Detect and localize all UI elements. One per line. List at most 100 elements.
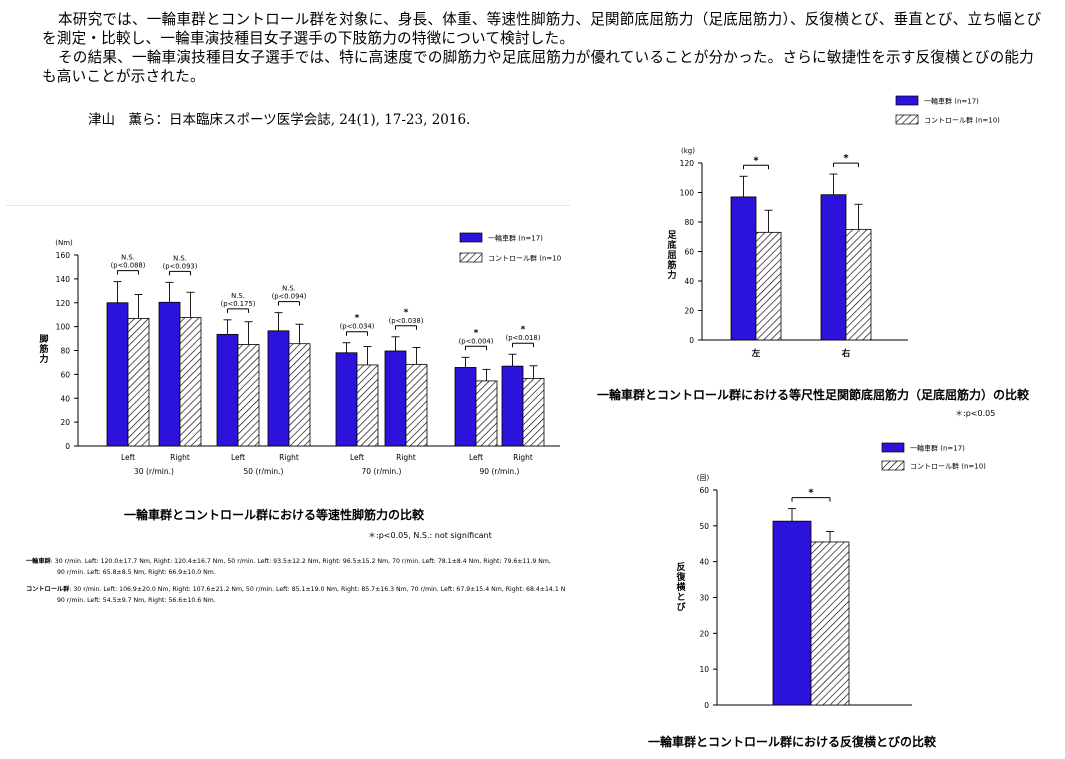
c2-control-bar <box>755 231 782 341</box>
c2-unicycle-bar <box>730 196 757 341</box>
chart2-footnote: ＊:p<0.05 <box>955 409 996 418</box>
c1-x-side-label: Left <box>121 453 135 462</box>
c2-legend-control-label: コントロール群 (n=10) <box>924 116 1000 125</box>
c2-y-label-char: 筋 <box>666 259 676 271</box>
c1-sig-p-label: (p<0.034) <box>340 323 375 331</box>
c1-x-side-label: Left <box>350 453 364 462</box>
c1-legend-control-label: コントロール群 (n=10 <box>488 254 561 263</box>
c1-y-tick-label: 60 <box>60 370 70 379</box>
c3-y-tick-label: 0 <box>704 701 709 710</box>
c3-y-tick-label: 50 <box>699 522 709 531</box>
c1-x-group-label: 70 (r/min.) <box>362 467 402 476</box>
intro-paragraph-1: 本研究では、一輪車群とコントロール群を対象に、身長、体重、等速性脚筋力、足関節底… <box>42 11 1042 47</box>
c3-y-label-char: 反 <box>676 561 685 573</box>
c1-y-tick-label: 20 <box>60 418 70 427</box>
c1-unicycle-bar <box>216 333 239 447</box>
c1-y-tick-label: 140 <box>56 275 71 284</box>
c3-y-tick-label: 60 <box>699 486 709 495</box>
c2-legend-control-swatch <box>895 114 919 125</box>
c1-x-side-label: Right <box>513 453 533 462</box>
chart2-caption: 一輪車群とコントロール群における等尺性足関節底屈筋力（足底屈筋力）の比較 <box>597 388 1030 402</box>
c1-y-tick-label: 0 <box>65 442 70 451</box>
c2-y-tick-label: 60 <box>684 248 694 257</box>
c2-y-tick-label: 120 <box>680 159 695 168</box>
c2-sig-mark: * <box>843 153 849 164</box>
c1-sig-p-label: (p<0.088) <box>111 262 146 270</box>
c3-y-label-char: び <box>676 601 686 613</box>
c1-x-side-label: Right <box>279 453 299 462</box>
c1-control-bar <box>127 317 150 447</box>
c1-y-tick-label: 40 <box>60 394 70 403</box>
c1-sig-mark: N.S. <box>173 254 187 262</box>
c1-sig-mark: * <box>521 325 526 335</box>
chart1-footnote: ＊:p<0.05, N.S.: not significant <box>368 531 492 540</box>
intro-text: 本研究では、一輪車群とコントロール群を対象に、身長、体重、等速性脚筋力、足関節底… <box>42 10 1042 86</box>
c1-x-side-label: Right <box>170 453 190 462</box>
c1-control-bar <box>288 343 311 447</box>
c2-y-label-char: 足 <box>667 230 677 241</box>
c1-control-bar <box>522 378 545 447</box>
control-data-line2: 90 r/min. Left: 54.5±9.7 Nm, Right: 56.6… <box>57 596 216 604</box>
chart1-caption: 一輪車群とコントロール群における等速性脚筋力の比較 <box>124 508 425 522</box>
c1-y-tick-label: 120 <box>56 299 71 308</box>
c1-y-tick-label: 100 <box>56 323 71 332</box>
unicycle-data-line1: : 30 r/min. Left: 120.0±17.7 Nm, Right: … <box>50 558 551 565</box>
c1-x-group-label: 50 (r/min.) <box>244 467 284 476</box>
c1-sig-p-label: (p<0.004) <box>459 337 494 345</box>
c2-y-tick-label: 100 <box>680 189 695 198</box>
c1-control-bar <box>356 364 379 447</box>
c1-sig-mark: N.S. <box>282 285 296 293</box>
c3-control-bar <box>810 541 850 706</box>
c3-y-tick-label: 10 <box>699 665 709 674</box>
c1-sig-mark: N.S. <box>121 254 135 262</box>
c1-control-bar <box>237 344 260 447</box>
c1-sig-p-label: (p<0.094) <box>272 293 307 301</box>
c1-control-bar <box>475 380 498 447</box>
c2-control-bar <box>845 228 872 341</box>
c3-sig-mark: * <box>808 488 814 499</box>
c1-unicycle-bar <box>454 367 477 447</box>
c1-unicycle-bar <box>106 302 129 447</box>
c1-unicycle-bar <box>384 350 407 447</box>
c3-y-label-char: と <box>676 592 685 603</box>
divider <box>6 205 570 206</box>
c3-y-tick-label: 40 <box>699 558 709 567</box>
c2-y-tick-label: 40 <box>684 277 694 286</box>
c1-x-side-label: Right <box>396 453 416 462</box>
chart1-unicycle-values: 一輪車群: 30 r/min. Left: 120.0±17.7 Nm, Rig… <box>26 557 551 578</box>
c1-unicycle-bar <box>267 330 290 447</box>
c1-y-label-char: 筋 <box>38 343 48 355</box>
c2-y-label-char: 底 <box>667 239 676 251</box>
c3-y-tick-label: 20 <box>699 629 709 638</box>
c1-control-bar <box>405 363 428 447</box>
c1-unicycle-bar <box>501 365 524 447</box>
c1-x-side-label: Left <box>231 453 245 462</box>
c3-legend-unicycle-swatch <box>881 442 905 453</box>
c1-legend-control-swatch <box>459 252 483 263</box>
chart3-caption: 一輪車群とコントロール群における反復横とびの比較 <box>648 735 937 749</box>
c1-y-label-char: 力 <box>39 353 48 365</box>
unicycle-data-label: 一輪車群 <box>26 558 51 565</box>
c1-y-tick-label: 160 <box>56 251 71 260</box>
c1-x-group-label: 90 (r/min.) <box>480 467 520 476</box>
chart1-control-values: コントロール群: 30 r/min. Left: 106.9±20.0 Nm, … <box>26 585 565 606</box>
c3-y-label-char: 横 <box>676 581 686 593</box>
c2-y-tick-label: 20 <box>684 307 694 316</box>
c1-sig-p-label: (p<0.018) <box>506 334 541 342</box>
c2-y-label-char: 屈 <box>667 250 676 261</box>
c1-legend-unicycle-label: 一輪車群 (n=17) <box>488 234 543 243</box>
c2-x-label: 右 <box>841 348 851 359</box>
c2-y-label-char: 力 <box>667 269 676 281</box>
c1-sig-mark: * <box>355 314 360 324</box>
c1-unit-label: (Nm) <box>55 239 73 247</box>
c1-sig-p-label: (p<0.038) <box>389 317 424 325</box>
c2-legend-unicycle-swatch <box>895 95 919 106</box>
c1-x-group-label: 30 (r/min.) <box>134 467 174 476</box>
c1-sig-mark: * <box>404 308 409 318</box>
c1-y-label-char: 脚 <box>39 333 48 345</box>
c1-sig-mark: N.S. <box>231 292 245 300</box>
citation: 津山 薫ら：日本臨床スポーツ医学会誌, 24(1), 17-23, 2016. <box>88 112 471 128</box>
c3-legend-control-label: コントロール群 (n=10) <box>910 462 986 471</box>
c2-unit-label: (kg) <box>681 147 695 155</box>
